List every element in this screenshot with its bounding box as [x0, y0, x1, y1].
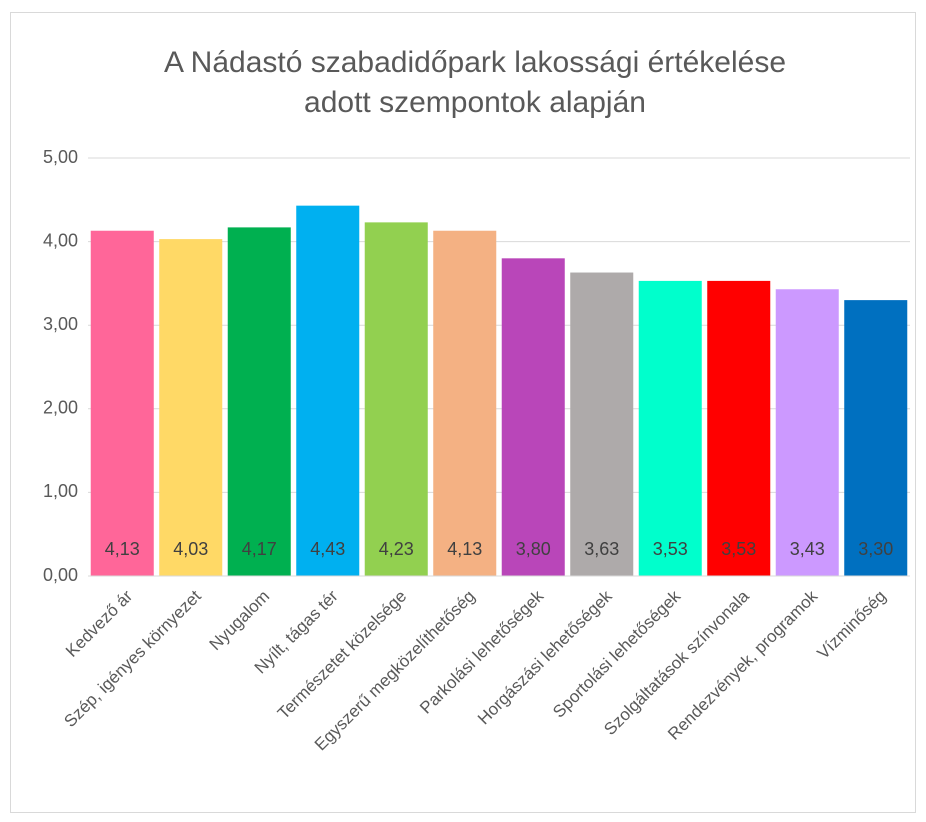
value-label: 3,53: [653, 539, 688, 559]
bar: [501, 258, 565, 576]
value-label: 4,43: [310, 539, 345, 559]
chart-title: adott szempontok alapján: [304, 86, 646, 119]
bar: [364, 222, 428, 576]
bar: [159, 239, 223, 577]
value-label: 4,13: [105, 539, 140, 559]
bar: [844, 300, 908, 576]
y-tick-label: 3,00: [43, 314, 78, 334]
bar: [90, 230, 154, 576]
value-label: 3,63: [584, 539, 619, 559]
bar: [775, 289, 839, 576]
value-label: 4,03: [173, 539, 208, 559]
y-tick-label: 5,00: [43, 147, 78, 167]
y-tick-label: 4,00: [43, 230, 78, 250]
value-label: 3,30: [858, 539, 893, 559]
bar: [296, 205, 360, 577]
bar: [638, 280, 702, 576]
bar: [227, 227, 291, 576]
chart-title: A Nádastó szabadidőpark lakossági értéke…: [164, 46, 786, 79]
value-label: 4,13: [447, 539, 482, 559]
value-label: 3,53: [721, 539, 756, 559]
bar: [433, 230, 497, 576]
value-label: 3,80: [516, 539, 551, 559]
y-tick-label: 2,00: [43, 398, 78, 418]
bar: [707, 280, 771, 576]
y-tick-label: 0,00: [43, 565, 78, 585]
y-tick-label: 1,00: [43, 481, 78, 501]
value-label: 4,23: [379, 539, 414, 559]
bar: [570, 272, 634, 576]
value-label: 4,17: [242, 539, 277, 559]
value-label: 3,43: [790, 539, 825, 559]
